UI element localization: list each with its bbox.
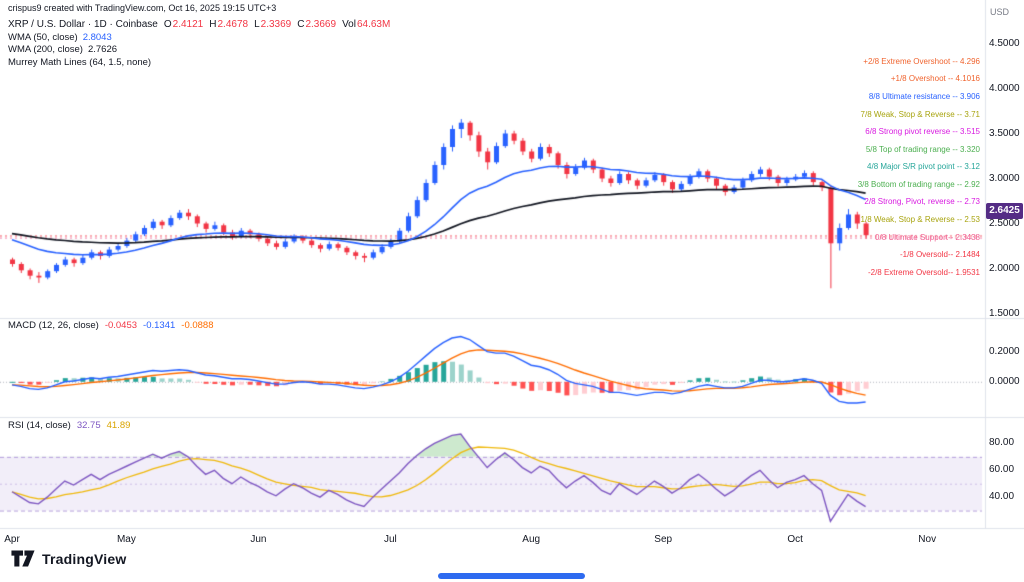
wma200-value: 2.7626 bbox=[87, 44, 118, 55]
ohlc-values: O2.4121 H2.4678 L2.3369 C2.3669 Vol64.63M bbox=[158, 19, 390, 30]
ohlc-key: H bbox=[209, 19, 217, 30]
wma50-legend-row: WMA (50, close) 2.8043 bbox=[8, 32, 390, 45]
ohlc-value: 2.4121 bbox=[172, 19, 204, 30]
symbol-title[interactable]: XRP / U.S. Dollar · 1D · Coinbase bbox=[8, 19, 158, 30]
macd-values: -0.0453 -0.1341 -0.0888 bbox=[99, 320, 214, 331]
rsi-legend: RSI (14, close) 32.75 41.89 bbox=[8, 420, 130, 431]
rsi-values: 32.75 41.89 bbox=[71, 420, 131, 431]
rsi-label[interactable]: RSI (14, close) bbox=[8, 420, 71, 431]
ohlc-key: C bbox=[297, 19, 305, 30]
macd-value: -0.0453 bbox=[104, 320, 138, 331]
timeline-scrollbar[interactable] bbox=[438, 573, 585, 579]
ohlc-value: 2.4678 bbox=[217, 19, 249, 30]
current-price-badge: 2.6425 bbox=[986, 202, 1023, 219]
tradingview-logo[interactable]: TradingView bbox=[10, 549, 126, 568]
wma200-legend-row: WMA (200, close) 2.7626 bbox=[8, 44, 390, 57]
ohlc-key: L bbox=[254, 19, 260, 30]
wma50-value: 2.8043 bbox=[82, 31, 112, 43]
murrey-legend-row: Murrey Math Lines (64, 1.5, none) bbox=[8, 57, 390, 70]
symbol-title-row: XRP / U.S. Dollar · 1D · Coinbase O2.4121… bbox=[8, 19, 390, 32]
ohlc-value: 2.3669 bbox=[305, 19, 337, 30]
wma50-label[interactable]: WMA (50, close) bbox=[8, 31, 78, 43]
currency-label: USD bbox=[990, 7, 1010, 17]
rsi-value: 32.75 bbox=[76, 420, 101, 431]
macd-value: -0.0888 bbox=[181, 320, 214, 331]
macd-label[interactable]: MACD (12, 26, close) bbox=[8, 320, 99, 331]
volume-value: 64.63M bbox=[356, 19, 391, 30]
rsi-value: 41.89 bbox=[106, 420, 131, 431]
macd-legend: MACD (12, 26, close) -0.0453 -0.1341 -0.088… bbox=[8, 320, 214, 331]
wma200-label[interactable]: WMA (200, close) bbox=[8, 44, 83, 55]
ohlc-key: O bbox=[163, 19, 172, 30]
tradingview-brand-text: TradingView bbox=[42, 550, 127, 567]
ohlc-value: 2.3369 bbox=[260, 19, 292, 30]
murrey-label[interactable]: Murrey Math Lines (64, 1.5, none) bbox=[8, 56, 152, 68]
watermark-text: crispus9 created with TradingView.com, O… bbox=[8, 3, 277, 13]
macd-value: -0.1341 bbox=[143, 320, 176, 331]
tradingview-mark-icon bbox=[11, 550, 35, 567]
symbol-legend: XRP / U.S. Dollar · 1D · Coinbase O2.4121… bbox=[8, 19, 390, 69]
volume-key: Vol bbox=[342, 19, 356, 30]
